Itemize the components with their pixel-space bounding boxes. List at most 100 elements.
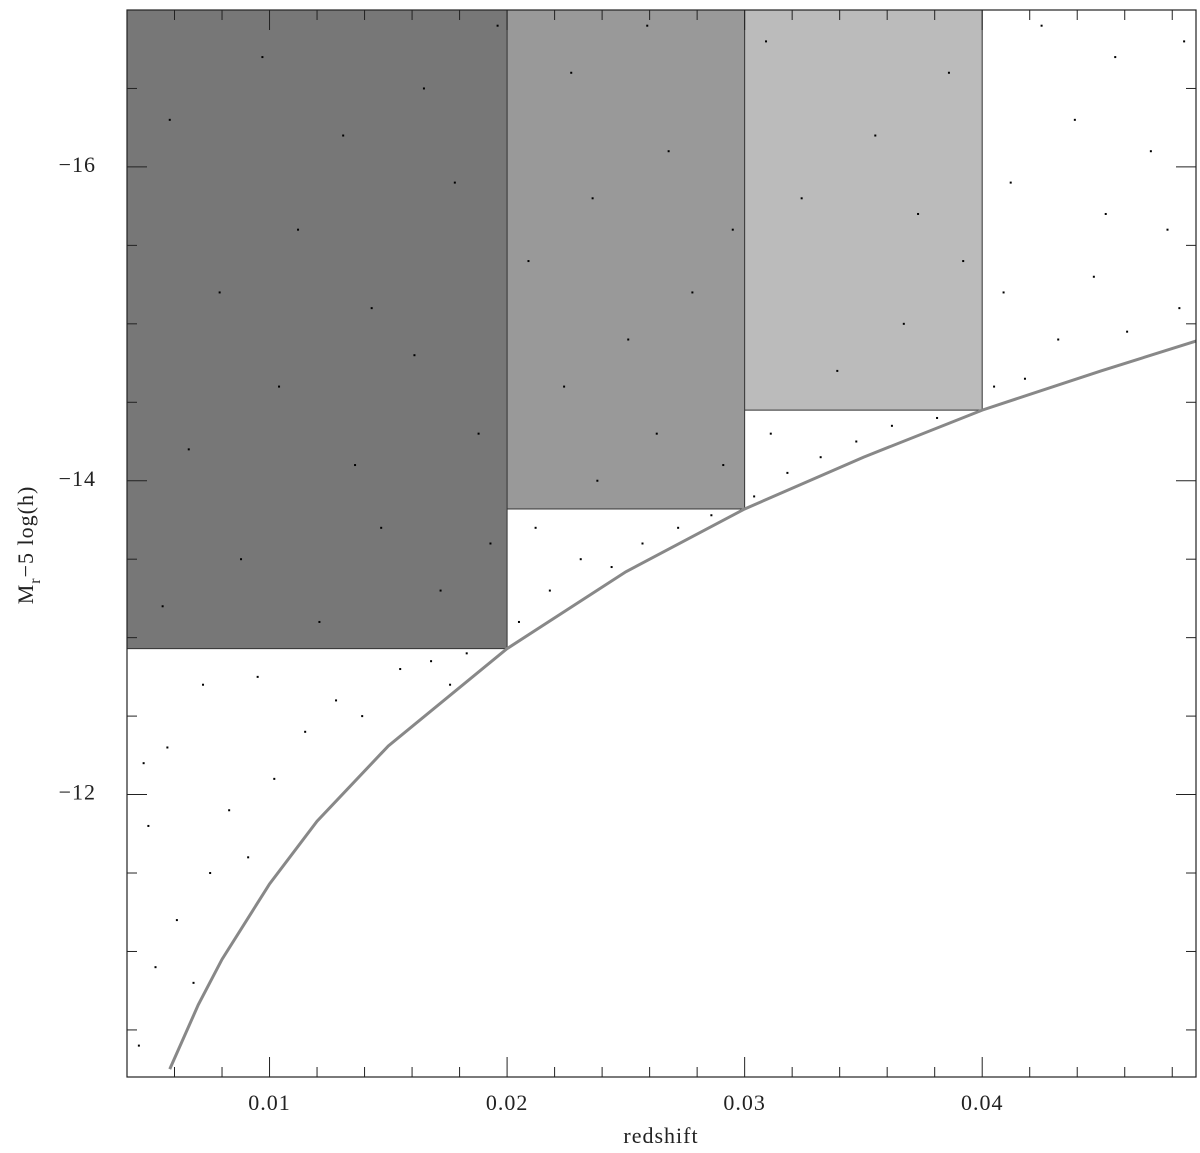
point bbox=[731, 228, 734, 231]
point bbox=[836, 369, 839, 372]
point bbox=[1040, 24, 1043, 27]
point bbox=[465, 652, 468, 655]
y-tick-label: −12 bbox=[59, 780, 96, 805]
point bbox=[318, 620, 321, 623]
y-tick-label: −16 bbox=[59, 152, 96, 177]
point bbox=[1166, 228, 1169, 231]
point bbox=[722, 464, 725, 467]
point bbox=[187, 448, 190, 451]
point bbox=[1183, 40, 1186, 43]
point bbox=[902, 322, 905, 325]
point bbox=[627, 338, 630, 341]
plot-frame bbox=[126, 9, 1197, 1078]
point bbox=[354, 464, 357, 467]
x-tick-label: 0.03 bbox=[723, 1090, 766, 1115]
point bbox=[534, 526, 537, 529]
point bbox=[175, 919, 178, 922]
point bbox=[240, 558, 243, 561]
point bbox=[517, 620, 520, 623]
y-label-main: M bbox=[13, 584, 38, 605]
point bbox=[342, 134, 345, 137]
point bbox=[380, 526, 383, 529]
point bbox=[765, 40, 768, 43]
point bbox=[247, 856, 250, 859]
point bbox=[710, 514, 713, 517]
point bbox=[641, 542, 644, 545]
point bbox=[570, 71, 573, 74]
x-tick-label: 0.04 bbox=[961, 1090, 1004, 1115]
point bbox=[1057, 338, 1060, 341]
point bbox=[786, 471, 789, 474]
point bbox=[677, 526, 680, 529]
y-label-rest: −5 log(h) bbox=[13, 486, 38, 578]
point bbox=[202, 683, 205, 686]
point bbox=[1009, 181, 1012, 184]
point bbox=[209, 872, 212, 875]
point bbox=[769, 432, 772, 435]
point bbox=[548, 589, 551, 592]
x-tick-label: 0.02 bbox=[486, 1090, 529, 1115]
point bbox=[874, 134, 877, 137]
point bbox=[168, 118, 171, 121]
point bbox=[800, 197, 803, 200]
point bbox=[278, 385, 281, 388]
point bbox=[1092, 275, 1095, 278]
point bbox=[753, 495, 756, 498]
point bbox=[527, 260, 530, 263]
point bbox=[261, 56, 264, 59]
point bbox=[993, 385, 996, 388]
point bbox=[137, 1044, 140, 1047]
point bbox=[579, 558, 582, 561]
point bbox=[1178, 307, 1181, 310]
point bbox=[855, 440, 858, 443]
point bbox=[819, 456, 822, 459]
point bbox=[596, 479, 599, 482]
point bbox=[1073, 118, 1076, 121]
point bbox=[218, 291, 221, 294]
y-label-sub: r bbox=[27, 577, 44, 583]
point bbox=[610, 566, 613, 569]
point bbox=[1002, 291, 1005, 294]
point bbox=[1114, 56, 1117, 59]
point bbox=[142, 762, 145, 765]
point bbox=[890, 424, 893, 427]
point bbox=[161, 605, 164, 608]
point bbox=[962, 260, 965, 263]
point bbox=[228, 809, 231, 812]
point bbox=[399, 668, 402, 671]
point bbox=[563, 385, 566, 388]
point bbox=[1126, 330, 1129, 333]
point bbox=[947, 71, 950, 74]
point bbox=[422, 87, 425, 90]
point bbox=[691, 291, 694, 294]
point bbox=[166, 746, 169, 749]
region bbox=[126, 9, 508, 650]
point bbox=[453, 181, 456, 184]
point bbox=[646, 24, 649, 27]
point bbox=[917, 212, 920, 215]
point bbox=[256, 675, 259, 678]
point bbox=[439, 589, 442, 592]
point bbox=[1104, 212, 1107, 215]
point bbox=[147, 824, 150, 827]
point bbox=[1023, 377, 1026, 380]
y-axis-label: Mr−5 log(h) bbox=[13, 486, 44, 605]
point bbox=[936, 416, 939, 419]
point bbox=[335, 699, 338, 702]
point bbox=[154, 966, 157, 969]
point bbox=[591, 197, 594, 200]
point bbox=[489, 542, 492, 545]
point bbox=[667, 150, 670, 153]
point bbox=[370, 307, 373, 310]
point bbox=[192, 981, 195, 984]
y-tick-label: −14 bbox=[59, 466, 96, 491]
point bbox=[304, 730, 307, 733]
limit-curve bbox=[168, 339, 1197, 1070]
x-axis-label: redshift bbox=[623, 1123, 698, 1148]
point bbox=[361, 715, 364, 718]
point bbox=[496, 24, 499, 27]
x-tick-label: 0.01 bbox=[248, 1090, 291, 1115]
point bbox=[1149, 150, 1152, 153]
point bbox=[297, 228, 300, 231]
